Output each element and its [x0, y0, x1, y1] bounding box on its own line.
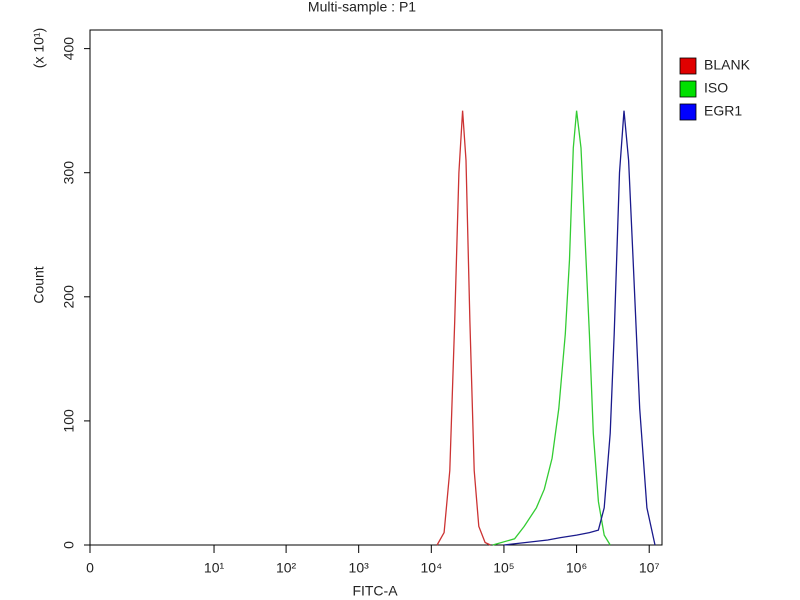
legend-swatch: [679, 57, 697, 75]
x-tick-label: 10⁷: [639, 560, 660, 576]
x-tick-label: 10¹: [204, 560, 225, 576]
plot-frame: [89, 29, 663, 546]
chart-title: Multi-sample : P1: [308, 0, 416, 15]
histogram-line: [492, 110, 611, 546]
y-tick-label: 400: [61, 37, 77, 61]
x-tick-label: 10⁵: [493, 560, 514, 576]
legend-swatch: [679, 103, 697, 121]
x-tick-label: 0: [86, 560, 94, 576]
histogram-line: [503, 110, 656, 546]
y-axis-label: Count: [31, 266, 47, 303]
legend-label: EGR1: [704, 103, 742, 119]
histogram-line: [436, 110, 491, 546]
x-tick-label: 10²: [276, 560, 297, 576]
y-tick-label: 200: [61, 285, 77, 309]
legend-label: ISO: [704, 80, 728, 96]
y-tick-label: 300: [61, 161, 77, 185]
y-tick-label: 100: [61, 409, 77, 433]
x-tick-label: 10³: [349, 560, 370, 576]
y-multiplier-label: (x 10¹): [31, 28, 47, 68]
x-tick-label: 10⁶: [566, 560, 587, 576]
legend-swatch: [679, 80, 697, 98]
legend-label: BLANK: [704, 57, 751, 73]
x-tick-label: 10⁴: [421, 560, 443, 576]
x-axis-label: FITC-A: [352, 583, 398, 599]
y-tick-label: 0: [61, 541, 77, 549]
